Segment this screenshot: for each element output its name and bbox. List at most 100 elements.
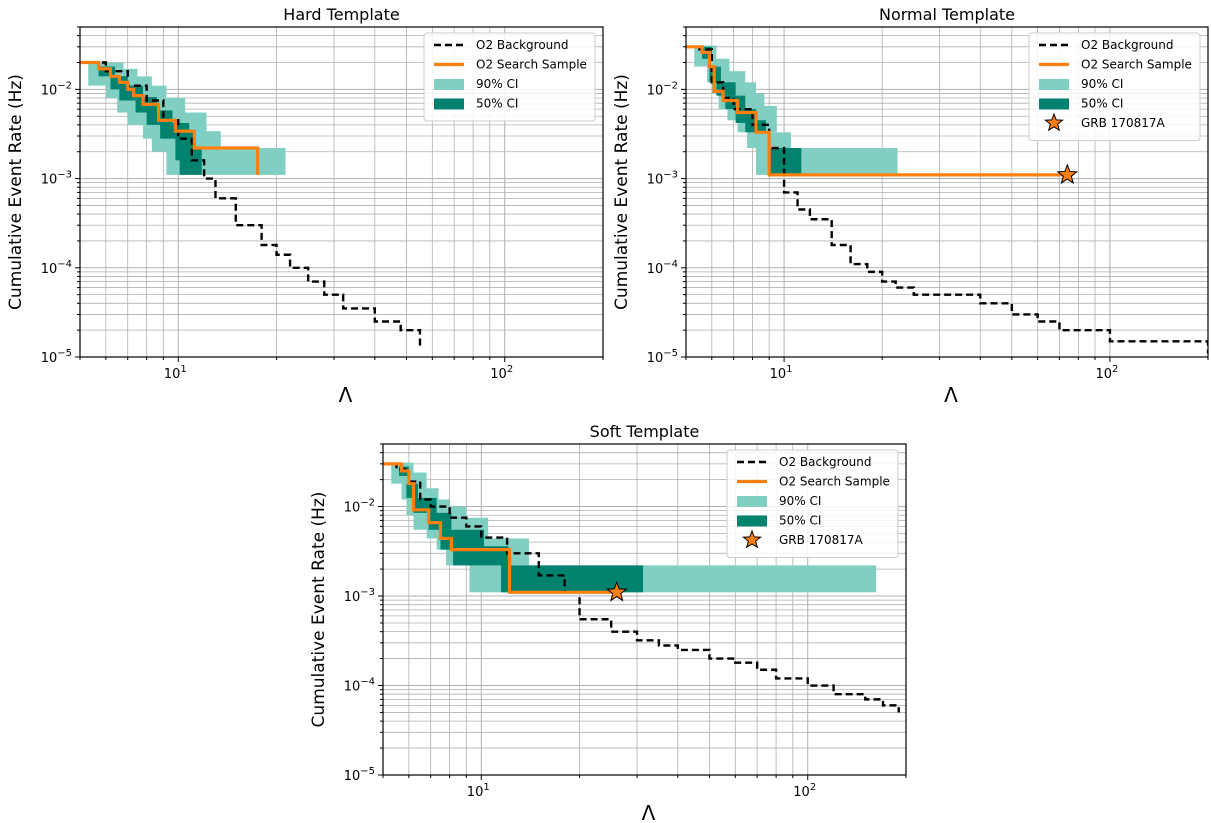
legend-box	[726, 449, 899, 558]
y-tick-label: 10−3	[344, 587, 375, 605]
grb-star-marker	[1056, 163, 1079, 185]
legend-label: O2 Search Sample	[779, 475, 890, 489]
legend-swatch-ci90	[1039, 79, 1069, 90]
x-tick-exponent: 2	[1112, 364, 1118, 375]
x-tick-label: 101	[770, 364, 793, 382]
y-tick-base: 10	[344, 680, 361, 695]
x-tick-base: 10	[770, 367, 787, 382]
legend-box	[423, 32, 596, 122]
y-tick-exponent: −4	[663, 259, 678, 270]
legend-swatch-ci90	[434, 79, 464, 90]
legend-label: 50% CI	[1081, 97, 1123, 111]
legend-label: O2 Background	[779, 455, 871, 469]
legend-label: 90% CI	[476, 77, 518, 91]
legend-label: O2 Background	[1081, 38, 1173, 52]
y-tick-base: 10	[41, 173, 58, 188]
x-tick-label: 101	[164, 364, 187, 382]
y-tick-label: 10−4	[344, 677, 375, 695]
y-tick-exponent: −5	[57, 348, 72, 359]
x-tick-base: 10	[164, 367, 181, 382]
legend-swatch-ci50	[1039, 98, 1069, 110]
search-sample-series-line	[686, 45, 1068, 177]
y-tick-label: 10−5	[344, 766, 375, 784]
y-tick-exponent: −4	[57, 259, 72, 270]
y-tick-label: 10−5	[41, 348, 72, 366]
ci50-band	[716, 82, 736, 96]
x-tick-base: 10	[490, 367, 507, 382]
x-tick-exponent: 1	[180, 364, 186, 375]
y-tick-base: 10	[647, 83, 664, 98]
x-tick-exponent: 1	[786, 364, 792, 375]
y-axis-label: Cumulative Event Rate (Hz)	[309, 492, 329, 728]
y-tick-exponent: −3	[663, 170, 678, 181]
legend-label: O2 Background	[476, 38, 568, 52]
y-tick-base: 10	[41, 83, 58, 98]
y-tick-exponent: −2	[57, 80, 72, 91]
legend-box	[1028, 32, 1201, 141]
y-tick-label: 10−4	[41, 259, 72, 277]
y-tick-exponent: −3	[360, 587, 375, 598]
legend-swatch-star	[742, 529, 762, 549]
y-tick-label: 10−2	[41, 80, 72, 98]
y-tick-label: 10−4	[647, 259, 678, 277]
legend-swatch-star	[1044, 112, 1064, 132]
y-tick-exponent: −5	[360, 766, 375, 777]
ci50-band	[501, 565, 644, 593]
x-axis-label: Λ	[339, 383, 353, 407]
legend-swatch-ci90	[737, 496, 767, 507]
y-tick-label: 10−2	[344, 498, 375, 516]
legend-label: GRB 170817A	[779, 533, 863, 547]
y-tick-label: 10−3	[41, 170, 72, 188]
legend-swatch-ci50	[737, 515, 767, 527]
y-tick-exponent: −2	[360, 498, 375, 509]
y-tick-label: 10−2	[647, 80, 678, 98]
y-tick-label: 10−5	[647, 348, 678, 366]
y-tick-exponent: −2	[663, 80, 678, 91]
y-axis-label: Cumulative Event Rate (Hz)	[612, 74, 632, 310]
legend-label: 90% CI	[1081, 77, 1123, 91]
x-tick-label: 102	[1095, 364, 1118, 382]
legend: O2 Background O2 Search Sample 90% CI 50% C…	[726, 449, 899, 558]
y-tick-base: 10	[344, 769, 361, 784]
search-sample-series-line	[80, 60, 260, 175]
plot-area	[80, 60, 422, 347]
x-tick-exponent: 2	[507, 364, 513, 375]
y-tick-exponent: −5	[663, 348, 678, 359]
legend-label: 90% CI	[779, 494, 821, 508]
x-tick-exponent: 1	[483, 782, 489, 793]
plot-area	[383, 462, 900, 713]
plot-area	[686, 45, 1208, 354]
y-tick-base: 10	[344, 501, 361, 516]
y-tick-base: 10	[647, 173, 664, 188]
y-tick-exponent: −4	[360, 677, 375, 688]
x-axis-label: Λ	[642, 801, 656, 823]
x-tick-base: 10	[467, 785, 484, 800]
legend-swatch-ci50	[434, 98, 464, 110]
legend-label: 50% CI	[779, 514, 821, 528]
legend: O2 Background O2 Search Sample 90% CI 50% C…	[423, 32, 596, 122]
y-tick-base: 10	[344, 590, 361, 605]
x-axis-label: Λ	[944, 383, 958, 407]
y-tick-base: 10	[647, 262, 664, 277]
chart-title: Soft Template	[590, 422, 700, 441]
search-sample-series-line	[383, 462, 617, 594]
x-tick-label: 102	[490, 364, 513, 382]
background-series-line	[80, 61, 422, 347]
x-tick-base: 10	[793, 785, 810, 800]
chart-title: Normal Template	[879, 5, 1015, 24]
y-tick-base: 10	[41, 351, 58, 366]
y-tick-base: 10	[41, 262, 58, 277]
y-tick-exponent: −3	[57, 170, 72, 181]
chart-title: Hard Template	[283, 5, 399, 24]
grb-star-marker	[605, 580, 628, 602]
x-tick-exponent: 2	[810, 782, 816, 793]
y-tick-base: 10	[647, 351, 664, 366]
legend-label: O2 Search Sample	[1081, 58, 1192, 72]
background-series-line	[383, 462, 900, 713]
x-tick-label: 102	[793, 782, 816, 800]
x-tick-base: 10	[1095, 367, 1112, 382]
